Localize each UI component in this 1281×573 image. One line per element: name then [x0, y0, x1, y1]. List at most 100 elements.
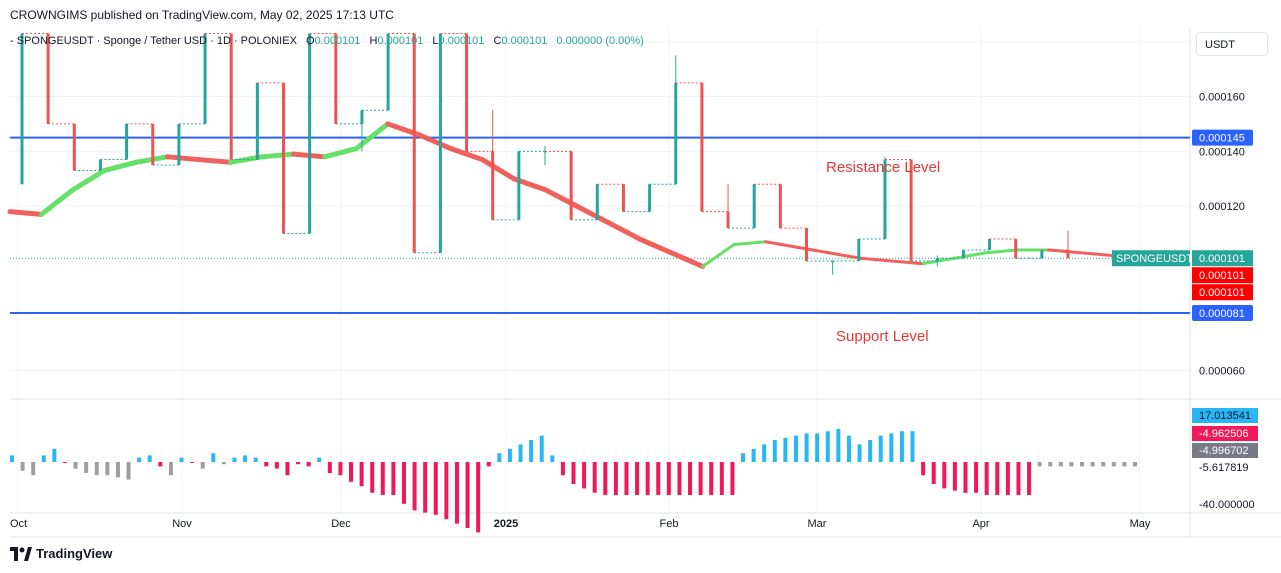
osc-value-tag-bg: [1192, 443, 1258, 458]
oscillator-bar: [20, 462, 25, 471]
x-tick-label: May: [1130, 518, 1151, 530]
oscillator-bar: [73, 462, 78, 469]
price-tag-label: 0.000101: [1199, 270, 1245, 282]
ma-segment: [953, 251, 988, 260]
open-label: O: [305, 35, 315, 47]
change-value: 0.000000 (0.00%): [556, 35, 644, 47]
high-value: 0.000101: [377, 35, 424, 47]
candle-body: [386, 33, 390, 111]
ma-segment: [605, 220, 643, 242]
oscillator-bar: [465, 462, 470, 528]
osc-value-tag-bg: [1192, 408, 1258, 423]
oscillator-bar: [592, 462, 597, 493]
oscillator-bar: [401, 462, 406, 504]
oscillator-bar: [529, 440, 534, 462]
candle-body: [805, 228, 808, 261]
close-value: 0.000101: [501, 35, 548, 47]
candle-body: [438, 33, 442, 253]
symbol-name[interactable]: - SPONGEUSDT · Sponge / Tether USD · 1D …: [10, 35, 297, 47]
resistance-annotation: Resistance Level: [826, 159, 940, 176]
oscillator-bar: [200, 462, 205, 469]
tradingview-brand: TradingView: [36, 546, 113, 561]
x-tick-label: Mar: [808, 518, 827, 530]
candle-body: [491, 151, 495, 220]
ma-segment: [921, 256, 957, 266]
oscillator-bar: [921, 462, 926, 476]
oscillator-bar: [645, 462, 650, 495]
candle-body: [46, 33, 50, 124]
osc-value-label: -4.996702: [1199, 445, 1249, 457]
osc-value-tag-bg: [1192, 426, 1258, 441]
ma-segment: [448, 146, 485, 163]
price-tag-label: 0.000101: [1199, 287, 1245, 299]
ma-segment: [416, 132, 454, 152]
oscillator-bar: [560, 462, 565, 476]
y-axis: 0.0001800.0001600.0001400.0001200.000060…: [1192, 37, 1258, 511]
oscillator-bar: [507, 448, 512, 462]
symbol-tag-bg: [1112, 250, 1190, 267]
candle-body: [308, 33, 312, 234]
oscillator-bar: [889, 433, 894, 462]
oscillator-bar: [698, 462, 703, 495]
candle-body: [517, 151, 521, 220]
oscillator-bar: [518, 444, 523, 462]
candle-body: [883, 159, 887, 240]
oscillator-bar: [666, 462, 671, 495]
oscillator-bar: [476, 462, 481, 533]
oscillator-bar: [317, 457, 322, 462]
candles: [20, 32, 1070, 275]
price-tag-label: 0.000101: [1199, 253, 1245, 265]
oscillator-bar: [391, 462, 396, 495]
ma-segment: [984, 248, 1020, 255]
oscillator-bar: [486, 462, 491, 467]
oscillator-bar: [1101, 462, 1106, 467]
support-annotation: Support Level: [836, 328, 929, 345]
oscillator-bar: [1027, 462, 1032, 495]
y-tick-label: 0.000060: [1199, 366, 1245, 378]
oscillator-bar: [878, 435, 883, 462]
high-label: H: [369, 35, 378, 47]
price-tag-bg: [1192, 267, 1253, 284]
ma-segment: [701, 243, 736, 268]
candle-body: [151, 123, 155, 166]
oscillator-bar: [168, 462, 173, 476]
symbol-tag-label: SPONGEUSDT: [1116, 253, 1193, 265]
ma-segment: [196, 157, 233, 165]
level-tag-label: 0.000081: [1199, 308, 1245, 320]
oscillator-bar: [211, 453, 216, 462]
currency-unit-button[interactable]: USDT: [1196, 32, 1268, 56]
ma-segment: [827, 251, 862, 260]
oscillator-bar: [94, 462, 99, 476]
oscillator-bar: [52, 448, 57, 462]
ma-segment: [164, 154, 202, 163]
oscillator-bar: [772, 440, 777, 462]
candle-body: [20, 33, 24, 185]
x-tick-label: Feb: [660, 518, 679, 530]
candle-body: [726, 211, 730, 229]
candle-body: [621, 184, 625, 212]
oscillator-bar: [41, 455, 46, 462]
oscillator-bar: [349, 462, 354, 482]
oscillator-bar: [274, 462, 279, 469]
oscillator-bar: [846, 435, 851, 462]
oscillator-bar: [1080, 462, 1085, 467]
oscillator-bar: [1016, 462, 1021, 495]
ma-segment: [38, 187, 76, 217]
oscillator-bar: [190, 462, 195, 463]
oscillator-bar: [984, 462, 989, 495]
ma-segment: [890, 259, 925, 266]
oscillator-bar: [825, 431, 830, 462]
candle-body: [857, 239, 861, 261]
candle-body: [282, 82, 285, 234]
annotations: Resistance Level Support Level: [826, 159, 940, 345]
oscillator-bar: [571, 462, 576, 484]
oscillator-bar: [31, 462, 36, 476]
oscillator-bar: [380, 462, 385, 495]
y-tick-label: 0.000140: [1199, 146, 1245, 158]
oscillator-bar: [741, 453, 746, 462]
candle-body: [177, 123, 181, 166]
tradingview-logo: TradingView: [10, 546, 112, 561]
candle-body: [961, 250, 965, 259]
oscillator-bar: [709, 462, 714, 495]
